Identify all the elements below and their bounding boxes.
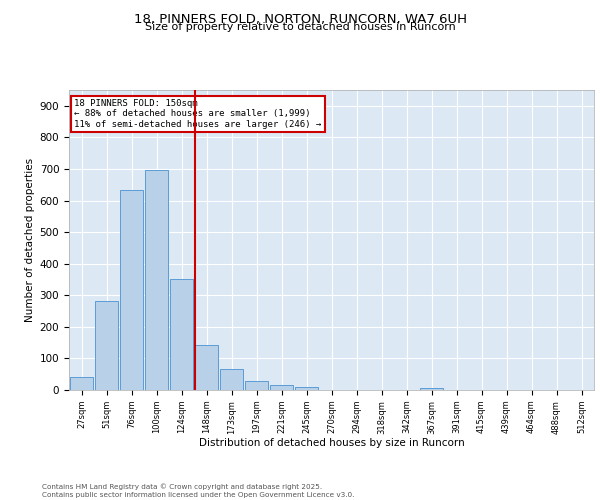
Bar bbox=[245, 381, 268, 390]
Bar bbox=[120, 190, 143, 390]
Bar bbox=[270, 385, 293, 390]
Text: 18 PINNERS FOLD: 150sqm
← 88% of detached houses are smaller (1,999)
11% of semi: 18 PINNERS FOLD: 150sqm ← 88% of detache… bbox=[74, 99, 322, 129]
Bar bbox=[220, 370, 243, 390]
X-axis label: Distribution of detached houses by size in Runcorn: Distribution of detached houses by size … bbox=[199, 438, 464, 448]
Bar bbox=[95, 300, 118, 390]
Text: Size of property relative to detached houses in Runcorn: Size of property relative to detached ho… bbox=[145, 22, 455, 32]
Y-axis label: Number of detached properties: Number of detached properties bbox=[25, 158, 35, 322]
Bar bbox=[295, 386, 318, 390]
Bar bbox=[420, 388, 443, 390]
Bar bbox=[195, 345, 218, 390]
Bar bbox=[70, 378, 93, 390]
Text: Contains HM Land Registry data © Crown copyright and database right 2025.
Contai: Contains HM Land Registry data © Crown c… bbox=[42, 484, 355, 498]
Bar bbox=[145, 170, 168, 390]
Text: 18, PINNERS FOLD, NORTON, RUNCORN, WA7 6UH: 18, PINNERS FOLD, NORTON, RUNCORN, WA7 6… bbox=[133, 12, 467, 26]
Bar bbox=[170, 279, 193, 390]
